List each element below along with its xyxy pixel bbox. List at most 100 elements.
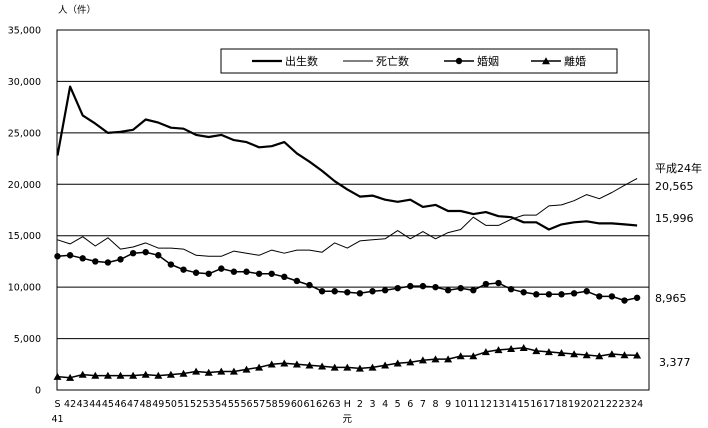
data-point-marriage — [281, 273, 288, 281]
data-point-divorce — [141, 370, 150, 378]
x-tick-label: 10 — [455, 399, 467, 410]
x-tick-label: 62 — [316, 399, 328, 410]
x-tick-label: 53 — [203, 399, 215, 410]
x-tick-label: 50 — [165, 399, 177, 410]
x-tick-label: 19 — [568, 399, 580, 410]
data-point-marriage — [457, 284, 464, 292]
data-point-divorce — [582, 351, 591, 359]
legend-item-divorce: 離婚 — [531, 54, 586, 68]
x-tick-label: 17 — [543, 399, 555, 410]
data-point-marriage — [545, 291, 553, 298]
series-birth — [56, 85, 638, 231]
x-tick-label: 60 — [291, 399, 303, 410]
data-point-divorce — [544, 348, 553, 356]
x-tick-label: 48 — [140, 399, 152, 410]
data-point-marriage — [369, 288, 376, 295]
x-tick-label: S — [54, 399, 60, 410]
data-point-divorce — [355, 364, 364, 372]
legend-item-death: 死亡数 — [343, 54, 409, 68]
x-tick-label: 6 — [407, 399, 413, 410]
annotation-birth-value: 15,996 — [655, 212, 694, 225]
data-point-marriage — [92, 258, 99, 265]
data-point-divorce — [318, 362, 327, 370]
x-tick-label: 2 — [357, 399, 363, 410]
data-point-marriage — [268, 270, 275, 277]
legend-label-birth: 出生数 — [285, 54, 318, 68]
data-point-marriage — [633, 294, 641, 301]
data-point-divorce — [255, 363, 264, 371]
data-point-marriage — [306, 281, 313, 289]
data-point-marriage — [129, 250, 137, 257]
data-point-divorce — [78, 370, 87, 378]
data-point-divorce — [66, 373, 75, 381]
data-point-divorce — [381, 361, 390, 369]
unit-label: 人（件） — [58, 4, 96, 16]
data-point-divorce — [620, 351, 629, 359]
series-line-death — [57, 178, 638, 257]
series-death — [57, 178, 638, 257]
x-tick-label: 14 — [505, 399, 517, 410]
y-tick-label: 5,000 — [14, 334, 41, 345]
data-point-marriage — [230, 268, 238, 275]
data-point-marriage — [344, 289, 351, 296]
end-annotations: 平成24年 20,565 15,996 8,965 3,377 — [655, 161, 702, 369]
data-point-marriage — [507, 286, 515, 293]
data-point-marriage — [495, 279, 502, 287]
legend: 出生数 死亡数 婚姻 離婚 — [220, 48, 618, 74]
x-tick-label: 24 — [631, 399, 643, 410]
data-point-marriage — [419, 282, 427, 290]
data-point-marriage — [293, 277, 301, 285]
data-point-divorce — [229, 367, 238, 375]
data-point-divorce — [179, 369, 188, 377]
x-tick-label: 43 — [77, 399, 89, 410]
data-point-marriage — [470, 287, 477, 294]
x-tick-label-secondary: 元 — [343, 414, 353, 425]
legend-item-birth: 出生数 — [252, 54, 318, 68]
legend-marker-divorce — [542, 57, 550, 65]
data-point-divorce — [103, 371, 112, 379]
data-point-marriage — [318, 288, 326, 295]
data-point-divorce — [507, 345, 516, 353]
data-point-marriage — [394, 284, 401, 292]
x-tick-label-secondary: 41 — [51, 414, 63, 425]
x-tick-label: 20 — [581, 399, 593, 410]
legend-label-death: 死亡数 — [376, 54, 409, 68]
data-point-marriage — [520, 289, 527, 296]
data-point-divorce — [330, 363, 339, 371]
y-tick-label: 10,000 — [8, 283, 41, 294]
data-point-divorce — [444, 355, 453, 363]
annotation-heisei24: 平成24年 — [655, 161, 702, 175]
legend-label-divorce: 離婚 — [564, 54, 586, 68]
x-tick-label: 61 — [303, 399, 315, 410]
x-tick-label: 23 — [618, 399, 630, 410]
x-tick-label: 7 — [420, 399, 426, 410]
x-tick-label: 57 — [253, 399, 265, 410]
data-point-marriage — [205, 270, 212, 277]
data-point-marriage — [117, 256, 124, 263]
x-tick-label: 12 — [480, 399, 492, 410]
data-point-divorce — [280, 359, 289, 367]
x-tick-label: 51 — [177, 399, 189, 410]
series-layer — [53, 85, 642, 381]
data-point-marriage — [142, 248, 149, 256]
annotation-death-value: 20,565 — [655, 180, 694, 193]
y-tick-label: 30,000 — [8, 77, 41, 88]
data-point-divorce — [368, 363, 377, 371]
data-point-marriage — [533, 291, 540, 298]
data-point-divorce — [129, 371, 138, 379]
data-point-marriage — [356, 290, 364, 297]
data-point-divorce — [532, 347, 541, 355]
data-point-divorce — [217, 367, 226, 375]
data-point-divorce — [393, 359, 402, 367]
x-tick-label: 22 — [606, 399, 618, 410]
data-point-divorce — [519, 344, 528, 352]
data-point-marriage — [192, 269, 200, 276]
data-point-divorce — [116, 371, 125, 379]
data-point-divorce — [192, 367, 201, 375]
data-point-marriage — [570, 290, 578, 297]
annotation-marriage-value: 8,965 — [655, 292, 687, 305]
data-point-marriage — [558, 291, 565, 298]
data-point-divorce — [607, 350, 616, 358]
data-point-divorce — [91, 371, 100, 379]
